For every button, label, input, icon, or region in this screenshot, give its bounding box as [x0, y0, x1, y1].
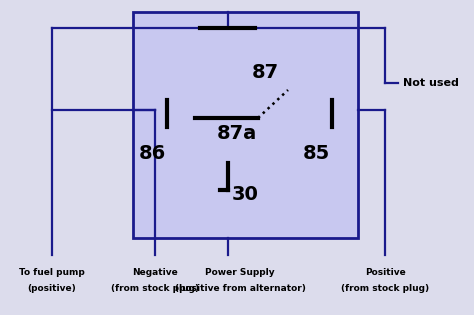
Text: 85: 85 — [302, 144, 329, 163]
Text: Positive: Positive — [365, 268, 405, 277]
Text: Negative: Negative — [132, 268, 178, 277]
Bar — [133, 12, 358, 238]
Text: (positive from alternator): (positive from alternator) — [174, 284, 305, 293]
Text: Not used: Not used — [403, 78, 459, 88]
Text: 86: 86 — [138, 144, 165, 163]
Text: 30: 30 — [232, 186, 258, 204]
Text: 87: 87 — [251, 62, 279, 82]
Text: 87a: 87a — [217, 123, 257, 142]
Text: (from stock plug): (from stock plug) — [341, 284, 429, 293]
Text: (from stock plug): (from stock plug) — [111, 284, 199, 293]
Text: To fuel pump: To fuel pump — [19, 268, 85, 277]
Text: Power Supply: Power Supply — [205, 268, 275, 277]
Text: (positive): (positive) — [27, 284, 76, 293]
